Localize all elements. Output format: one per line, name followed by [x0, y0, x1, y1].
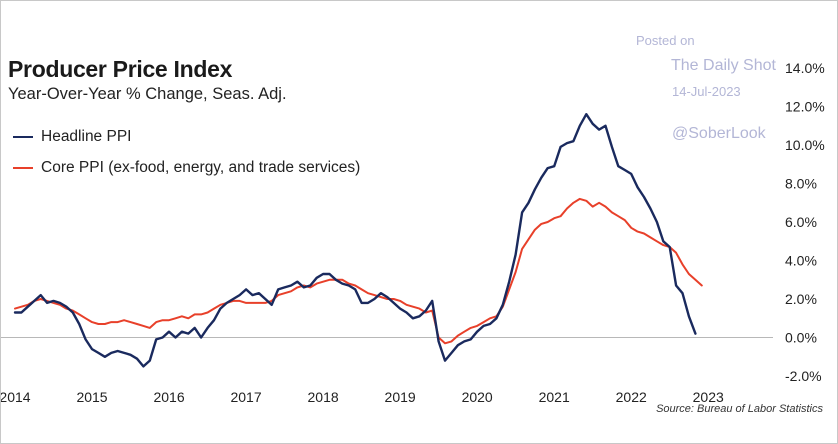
legend-core: Core PPI (ex-food, energy, and trade ser… [13, 159, 360, 177]
x-tick-label: 2014 [1, 389, 31, 405]
y-tick-label: 10.0% [785, 137, 825, 153]
legend-core-label: Core PPI (ex-food, energy, and trade ser… [41, 159, 361, 176]
y-tick-label: 6.0% [785, 214, 817, 230]
legend-core-swatch [13, 167, 33, 169]
y-tick-label: 8.0% [785, 176, 817, 192]
x-tick-label: 2022 [616, 389, 647, 405]
y-tick-label: 14.0% [785, 60, 825, 76]
legend-headline-swatch [13, 136, 33, 138]
y-tick-label: 4.0% [785, 253, 817, 269]
x-tick-label: 2018 [308, 389, 339, 405]
watermark-posted: Posted on [636, 33, 695, 48]
series-line-headline-ppi [13, 112, 697, 368]
series-line-core-ppi [14, 197, 703, 345]
legend-headline-label: Headline PPI [41, 128, 132, 145]
y-tick-label: 2.0% [785, 291, 817, 307]
source-note: Source: Bureau of Labor Statistics [656, 403, 823, 415]
watermark-date: 14-Jul-2023 [672, 84, 741, 99]
x-tick-label: 2016 [153, 389, 184, 405]
watermark-site: The Daily Shot [671, 57, 776, 74]
x-tick-label: 2017 [230, 389, 261, 405]
y-tick-label: 0.0% [785, 330, 817, 346]
x-tick-label: 2021 [539, 389, 570, 405]
chart-title: Producer Price Index [8, 56, 233, 82]
watermark-handle: @SoberLook [672, 125, 766, 142]
x-tick-label: 2023 [693, 389, 724, 405]
y-tick-label: -2.0% [785, 368, 822, 384]
legend-headline: Headline PPI [13, 128, 131, 146]
chart-subtitle: Year-Over-Year % Change, Seas. Adj. [8, 85, 287, 103]
x-tick-label: 2020 [462, 389, 493, 405]
y-tick-label: 12.0% [785, 99, 825, 115]
x-tick-label: 2015 [76, 389, 107, 405]
x-tick-label: 2019 [385, 389, 416, 405]
